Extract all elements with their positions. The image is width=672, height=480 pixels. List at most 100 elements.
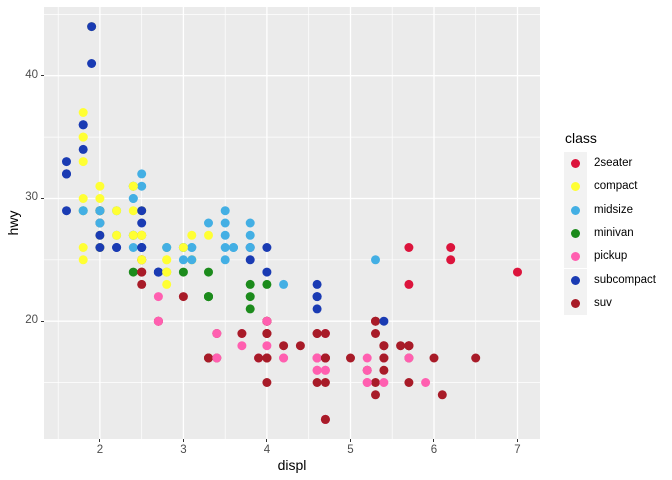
legend-key [564,291,588,316]
y-tick-mark [41,197,44,199]
data-point [245,304,255,314]
plot-panel [44,7,540,439]
legend: class 2seater compact midsize minivan pickup… [556,120,672,330]
legend-key [564,221,588,246]
data-point [237,341,247,351]
x-tick-mark [182,439,184,442]
data-point [312,365,322,375]
data-point [128,243,138,252]
data-point [421,378,431,387]
x-tick-label: 5 [347,444,354,456]
data-point [128,181,138,191]
data-point [62,206,71,216]
data-point [95,194,105,203]
data-point [320,365,330,375]
data-point [312,279,322,289]
legend-key [564,175,588,199]
data-point [229,243,238,252]
data-point [137,181,147,191]
data-point [78,206,88,216]
y-tick-label: 20 [25,314,38,327]
x-tick-label: 2 [96,444,104,456]
data-point [437,390,447,400]
data-point [320,329,330,338]
x-axis-title: displ [277,457,307,473]
data-point [95,243,105,252]
data-point [162,267,172,277]
y-tick-label: 40 [25,68,38,81]
data-point [212,353,222,363]
x-tick-label: 7 [514,444,521,456]
x-tick-mark [433,439,435,442]
y-axis-title: hwy [5,210,21,236]
data-point [245,279,255,289]
legend-dot-subcompact [571,275,580,285]
data-point [346,353,355,363]
data-point [204,292,213,302]
legend-dot-minivan [571,228,580,238]
x-tick-mark [99,439,101,442]
data-point [112,206,122,216]
data-point [262,329,272,338]
x-tick-mark [516,439,518,442]
data-point [78,132,88,142]
data-point [220,230,230,240]
data-point [245,218,255,228]
data-point [262,243,272,252]
data-point [78,157,88,167]
data-point [78,144,88,154]
data-point [162,255,172,265]
legend-label-2seater: 2seater [594,157,633,169]
data-point [279,353,289,363]
data-point [220,243,230,252]
legend-label-midsize: midsize [594,203,633,216]
data-point [187,230,197,240]
data-point [262,316,272,326]
data-point [62,157,71,167]
data-point [379,353,389,363]
data-point [204,230,213,240]
data-point [137,255,147,265]
data-point [312,292,322,302]
data-point [62,169,71,179]
legend-label-compact: compact [594,180,638,193]
data-point [137,206,147,216]
data-point [404,353,414,363]
data-point [362,378,372,387]
data-point [112,243,122,252]
plot-svg [44,7,540,439]
legend-key [564,268,588,292]
data-point [279,341,289,351]
data-point [404,279,414,289]
data-point [162,279,172,289]
legend-key [564,152,588,176]
data-point [212,329,222,338]
legend-dot-suv [571,298,580,308]
data-point [178,243,188,252]
data-point [396,341,406,351]
data-point [429,353,439,363]
data-point [371,255,380,265]
data-point [153,292,163,302]
legend-label-pickup: pickup [594,250,628,263]
data-point [95,181,105,191]
y-tick-mark [41,320,44,322]
data-point [312,353,322,363]
x-tick-mark [349,439,351,442]
data-point [245,243,255,252]
data-point [320,414,330,424]
data-point [95,206,105,216]
data-point [137,243,147,252]
legend-label-subcompact: subcompact [594,273,657,286]
data-point [87,59,97,68]
data-point [137,230,147,240]
data-point [95,218,105,228]
data-point [220,255,230,265]
data-point [237,329,247,338]
data-point [471,353,481,363]
data-point [371,316,380,326]
data-point [262,267,272,277]
data-point [320,353,330,363]
data-point [78,108,88,117]
data-point [137,279,147,289]
